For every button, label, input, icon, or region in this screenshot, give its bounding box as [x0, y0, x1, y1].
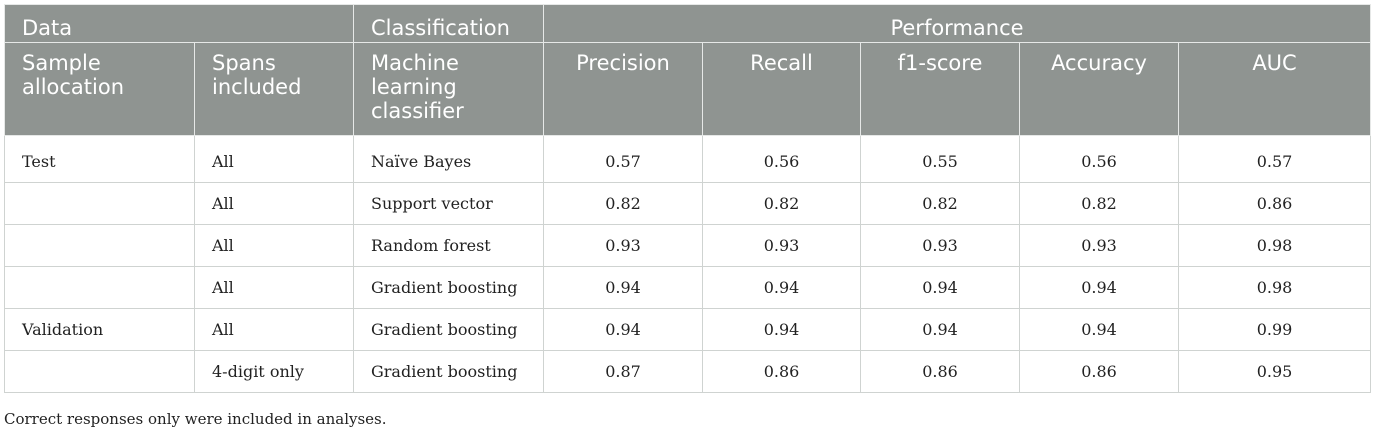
- table-row: Test All Naïve Bayes 0.57 0.56 0.55 0.56…: [4, 135, 1372, 183]
- cell-recall: 0.93: [702, 224, 861, 267]
- table-row: 4-digit only Gradient boosting 0.87 0.86…: [4, 350, 1372, 393]
- cell-auc: 0.98: [1177, 266, 1372, 309]
- cell-spans: All: [194, 182, 354, 225]
- table-footnote: Correct responses only were included in …: [4, 410, 387, 428]
- cell-allocation: Test: [4, 135, 195, 183]
- cell-precision: 0.87: [543, 350, 703, 393]
- cell-allocation: [4, 224, 195, 267]
- cell-accuracy: 0.93: [1019, 224, 1179, 267]
- cell-accuracy: 0.82: [1019, 182, 1179, 225]
- column-header-f1-score: f1-score: [860, 42, 1020, 136]
- cell-precision: 0.57: [543, 135, 703, 183]
- column-header-precision: Precision: [543, 42, 703, 136]
- cell-spans: All: [194, 224, 354, 267]
- table-row: All Random forest 0.93 0.93 0.93 0.93 0.…: [4, 224, 1372, 267]
- column-header-auc: AUC: [1177, 42, 1372, 136]
- column-header-classifier: Machine learning classifier: [353, 42, 544, 136]
- cell-auc: 0.57: [1177, 135, 1372, 183]
- cell-precision: 0.94: [543, 266, 703, 309]
- column-header-row: Sample allocation Spans included Machine…: [4, 42, 1372, 136]
- cell-spans: All: [194, 135, 354, 183]
- cell-spans: All: [194, 308, 354, 351]
- cell-auc: 0.98: [1177, 224, 1372, 267]
- cell-f1-score: 0.86: [860, 350, 1020, 393]
- cell-classifier: Gradient boosting: [353, 308, 544, 351]
- cell-allocation: [4, 182, 195, 225]
- cell-recall: 0.94: [702, 308, 861, 351]
- cell-classifier: Gradient boosting: [353, 350, 544, 393]
- cell-accuracy: 0.94: [1019, 266, 1179, 309]
- column-header-spans-included: Spans included: [194, 42, 354, 136]
- group-header-data: Data: [4, 4, 354, 43]
- cell-spans: 4-digit only: [194, 350, 354, 393]
- column-header-accuracy: Accuracy: [1019, 42, 1179, 136]
- table-row: Validation All Gradient boosting 0.94 0.…: [4, 308, 1372, 351]
- cell-auc: 0.86: [1177, 182, 1372, 225]
- column-header-recall: Recall: [702, 42, 861, 136]
- cell-allocation: [4, 350, 195, 393]
- group-header-performance: Performance: [542, 4, 1372, 43]
- cell-allocation: Validation: [4, 308, 195, 351]
- cell-classifier: Random forest: [353, 224, 544, 267]
- cell-accuracy: 0.86: [1019, 350, 1179, 393]
- column-header-sample-allocation: Sample allocation: [4, 42, 195, 136]
- cell-f1-score: 0.94: [860, 308, 1020, 351]
- cell-precision: 0.82: [543, 182, 703, 225]
- cell-f1-score: 0.82: [860, 182, 1020, 225]
- cell-classifier: Support vector: [353, 182, 544, 225]
- cell-f1-score: 0.55: [860, 135, 1020, 183]
- group-header-classification: Classification: [353, 4, 544, 43]
- cell-precision: 0.93: [543, 224, 703, 267]
- cell-classifier: Gradient boosting: [353, 266, 544, 309]
- cell-f1-score: 0.93: [860, 224, 1020, 267]
- table-row: All Support vector 0.82 0.82 0.82 0.82 0…: [4, 182, 1372, 225]
- cell-spans: All: [194, 266, 354, 309]
- cell-accuracy: 0.94: [1019, 308, 1179, 351]
- cell-accuracy: 0.56: [1019, 135, 1179, 183]
- cell-f1-score: 0.94: [860, 266, 1020, 309]
- table-row: All Gradient boosting 0.94 0.94 0.94 0.9…: [4, 266, 1372, 309]
- cell-precision: 0.94: [543, 308, 703, 351]
- group-header-row: Data Classification Performance: [4, 4, 1372, 43]
- cell-recall: 0.82: [702, 182, 861, 225]
- cell-allocation: [4, 266, 195, 309]
- cell-classifier: Naïve Bayes: [353, 135, 544, 183]
- cell-recall: 0.86: [702, 350, 861, 393]
- cell-recall: 0.94: [702, 266, 861, 309]
- cell-auc: 0.95: [1177, 350, 1372, 393]
- cell-recall: 0.56: [702, 135, 861, 183]
- cell-auc: 0.99: [1177, 308, 1372, 351]
- results-table: Data Classification Performance Sample a…: [4, 4, 1372, 393]
